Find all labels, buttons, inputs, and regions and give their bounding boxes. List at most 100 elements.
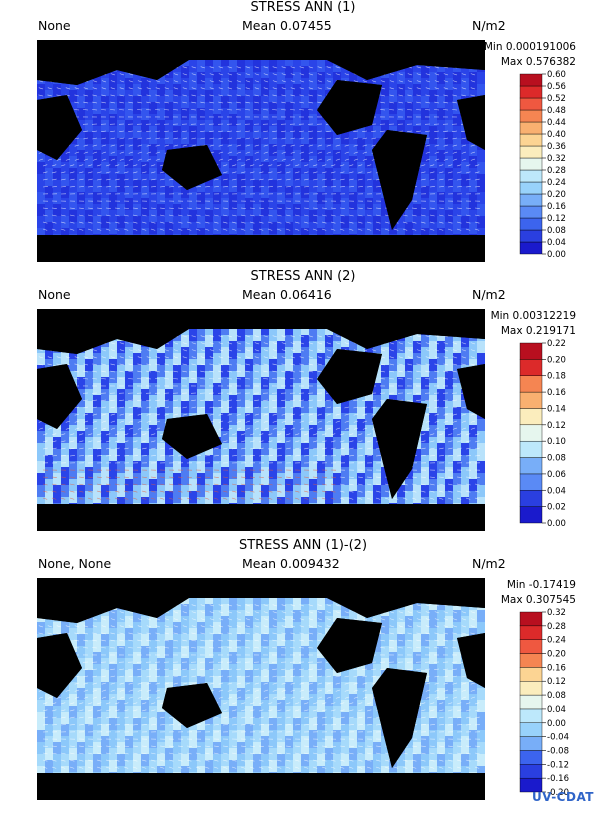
ocean-cell [101,156,109,162]
wind-arrow [51,178,57,181]
wind-arrow [128,370,134,373]
wind-arrow [348,178,354,181]
ocean-cell [277,174,285,180]
wind-arrow [380,378,386,380]
ocean-cell [117,365,125,371]
ocean-cell [293,156,301,162]
wind-arrow [348,171,354,174]
ocean-cell [45,467,53,473]
wind-arrow [285,214,291,217]
ocean-cell [229,144,237,150]
ocean-cell [309,359,317,365]
ocean-cell [269,365,277,371]
wind-arrow [249,164,255,167]
ocean-cell [261,407,269,413]
wind-arrow [357,207,363,209]
ocean-cell [109,365,117,371]
ocean-cell [213,335,221,341]
ocean-cell [397,377,405,383]
ocean-cell [133,479,141,485]
ocean-cell [237,377,245,383]
ocean-cell [77,365,85,371]
ocean-cell [45,353,53,359]
wind-arrow [452,101,458,104]
ocean-cell [253,144,261,150]
wind-arrow [389,101,395,104]
ocean-cell [125,228,133,234]
dataset-label: None [38,287,71,302]
wind-arrow [438,214,444,217]
ocean-cell [461,455,469,461]
ocean-cell [373,497,381,503]
wind-arrow [155,378,161,380]
ocean-cell [333,210,341,216]
ocean-cell [429,216,437,222]
ocean-cell [93,180,101,186]
ocean-cell [125,162,133,168]
wind-arrow [101,370,107,373]
ocean-cell [309,329,317,335]
wind-arrow [272,66,278,69]
ocean-cell [437,180,445,186]
ocean-cell [325,210,333,216]
land-mass-overlay [317,80,382,135]
ocean-cell [301,162,309,168]
wind-arrow [191,356,197,359]
wind-arrow [317,73,323,76]
wind-arrow [290,363,296,366]
ocean-cell [373,437,381,443]
wind-arrow [60,164,66,167]
ocean-cell [77,186,85,192]
ocean-cell [341,204,349,210]
wind-arrow [443,94,449,97]
ocean-cell [429,126,437,132]
ocean-cell [117,497,125,503]
ocean-cell [301,204,309,210]
wind-arrow [362,349,368,352]
ocean-cell [197,72,205,78]
ocean-cell [237,431,245,437]
wind-arrow [339,214,345,217]
ocean-cell [437,449,445,455]
ocean-cell [109,144,117,150]
colorbar-swatch [519,217,543,231]
ocean-cell [117,222,125,228]
ocean-cell [285,419,293,425]
ocean-cell [365,162,373,168]
wind-arrow [258,207,264,209]
ocean-cell [405,389,413,395]
ocean-cell [245,431,253,437]
ocean-cell [445,186,453,192]
ocean-cell [421,473,429,479]
wind-arrow [227,356,233,359]
ocean-cell [333,449,341,455]
wind-arrow [344,342,350,345]
ocean-cell [341,473,349,479]
ocean-cell [141,461,149,467]
ocean-cell [149,222,157,228]
ocean-cell [109,467,117,473]
ocean-cell [141,491,149,497]
ocean-cell [469,162,477,168]
wind-arrow [227,144,233,147]
colorbar-tick-label: 0.24 [547,178,566,188]
ocean-cell [237,479,245,485]
ocean-cell [93,174,101,180]
wind-arrow [101,137,107,140]
ocean-cell [437,431,445,437]
ocean-cell [149,383,157,389]
ocean-cell [421,216,429,222]
ocean-cell [469,491,477,497]
ocean-cell [389,359,397,365]
ocean-cell [373,138,381,144]
ocean-cell [269,497,277,503]
wind-arrow [92,130,98,132]
wind-arrow [290,73,296,76]
ocean-cell [421,347,429,353]
wind-arrow [285,171,291,174]
ocean-cell [109,449,117,455]
ocean-cell [429,222,437,228]
ocean-cell [269,407,277,413]
ocean-cell [85,150,93,156]
ocean-cell [133,216,141,222]
